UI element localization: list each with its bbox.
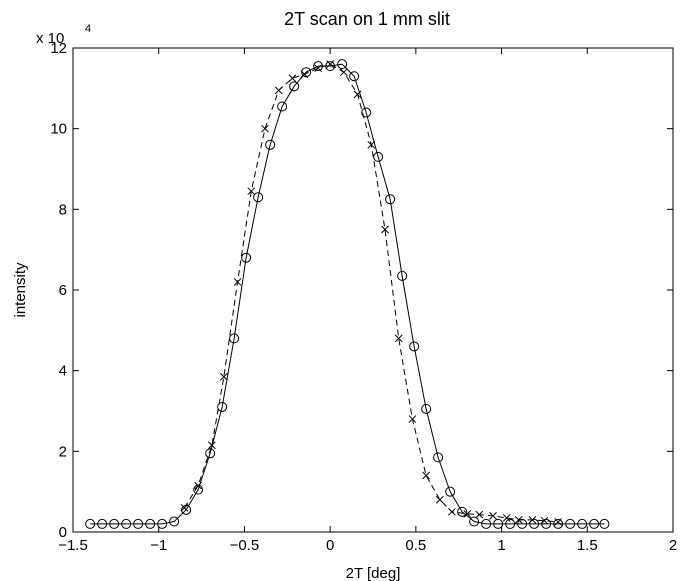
data-point-circle [565,518,576,529]
y-tick-label: 2 [59,443,67,460]
data-point-circle [553,518,564,529]
x-axis-label: 2T [deg] [346,565,401,581]
x-tick-label: −1.5 [58,537,88,554]
x-tick-label: −1 [150,537,167,554]
y-tick-label: 4 [59,363,67,380]
data-point-circle [493,518,504,529]
x-tick-label: 1 [497,537,505,554]
data-point-x [540,516,549,525]
data-point-x [408,415,417,423]
x-tick-label: 0.5 [405,537,426,554]
data-point-circle [505,518,516,529]
data-point-circle [577,518,588,529]
x-tick-label: 1.5 [577,537,598,554]
x-axis: −1.5 −1 −0.5 0 0.5 1 1.5 2 [58,48,677,554]
data-point-circle [397,270,408,281]
data-point-circle [409,341,420,352]
y-axis-label: intensity [12,262,29,318]
data-point-circle [217,401,228,412]
data-point-x [340,68,348,77]
data-point-circle [481,518,492,529]
y-axis: 0 2 4 6 8 10 12 [50,40,673,541]
data-point-x [436,495,444,504]
data-point-x [448,507,456,516]
series-1-line [90,63,605,525]
data-point-circle [385,194,396,205]
data-point-circle [301,67,312,78]
x-tick-label: −0.5 [230,537,260,554]
data-point-x [233,278,242,286]
data-point-circle [433,452,444,463]
data-point-circle [97,518,108,529]
data-point-x [300,70,309,79]
data-point-x [274,86,283,95]
data-point-x [353,90,362,99]
data-point-x [554,518,562,526]
data-point-circle [121,518,132,529]
data-point-circle [421,403,432,414]
data-point-circle [529,518,540,529]
data-point-x [314,64,322,73]
data-point-x [475,510,484,519]
data-point-x [394,334,403,343]
data-point-x [422,471,430,480]
data-point-x [528,516,537,524]
y-tick-label: 6 [59,282,67,299]
data-point-x [180,503,189,512]
data-point-circle [337,59,348,70]
chart-title: 2T scan on 1 mm slit [284,9,450,29]
data-point-circle [241,252,252,263]
data-point-x [208,441,216,450]
data-point-circle [85,518,96,529]
y-tick-label: 0 [59,524,67,541]
data-point-x [502,514,511,522]
y-tick-label: 12 [50,40,67,57]
data-point-x [261,124,269,133]
data-point-x [194,481,202,490]
data-point-x [247,187,256,196]
data-point-circle [133,518,144,529]
data-point-circle [457,506,468,517]
data-point-circle [157,518,168,529]
y-multiplier-base: x 10 [36,30,64,47]
data-point-circle [229,333,240,344]
x-tick-label: 0 [326,537,334,554]
data-point-circle [361,107,372,118]
data-point-circle [277,101,288,112]
y-tick-label: 8 [59,201,67,218]
data-point-circle [289,81,300,92]
data-point-circle [349,71,360,82]
data-point-x [381,225,389,234]
data-point-circle [599,518,610,529]
data-point-circle [109,518,120,529]
y-multiplier: x 10 4 [36,23,91,47]
data-point-circle [169,516,180,527]
data-point-x [463,509,472,518]
data-point-x [220,372,228,381]
data-point-circle [265,139,276,150]
data-point-circle [445,486,456,497]
data-point-x [514,516,523,524]
data-point-circle [589,518,600,529]
data-point-circle [145,518,156,529]
data-point-x [489,512,497,520]
series-layer [85,59,610,529]
data-point-circle [253,192,264,203]
data-point-x [288,74,297,83]
y-multiplier-exponent: 4 [85,23,91,35]
data-point-circle [469,516,480,527]
data-point-x [367,140,376,149]
data-point-x [326,60,334,68]
y-tick-label: 10 [50,121,67,138]
series-2 [180,60,562,526]
x-tick-label: 2 [669,537,677,554]
plot-area [72,47,674,533]
